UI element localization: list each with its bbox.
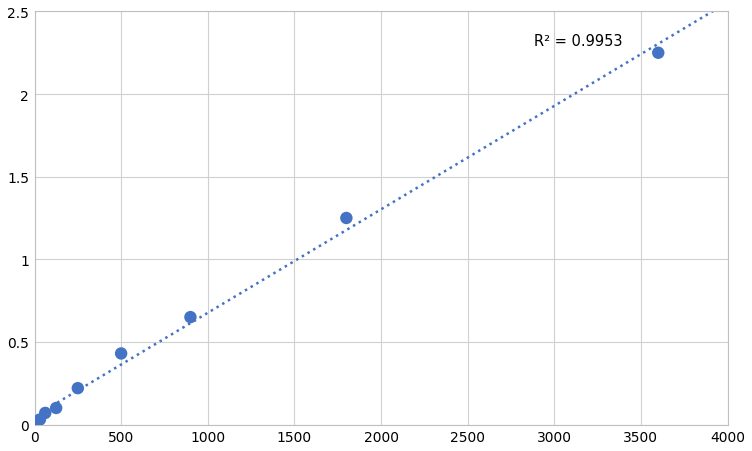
Text: R² = 0.9953: R² = 0.9953 bbox=[533, 34, 622, 49]
Point bbox=[184, 314, 196, 321]
Point bbox=[71, 385, 83, 392]
Point bbox=[115, 350, 127, 357]
Point bbox=[29, 421, 41, 428]
Point bbox=[652, 50, 664, 57]
Point bbox=[341, 215, 353, 222]
Point bbox=[34, 416, 46, 423]
Point bbox=[50, 405, 62, 412]
Point bbox=[39, 410, 51, 417]
